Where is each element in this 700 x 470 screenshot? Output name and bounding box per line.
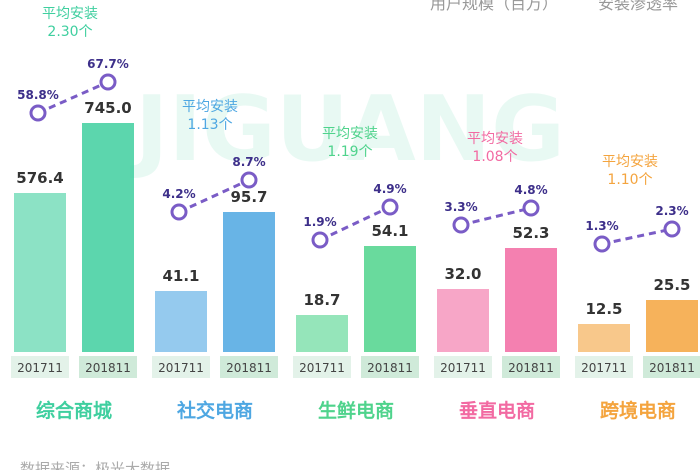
penetration-label: 8.7% — [232, 155, 265, 169]
penetration-label: 58.8% — [17, 88, 59, 102]
avg-install-value: 2.30个 — [47, 24, 92, 40]
avg-install-value: 1.13个 — [187, 117, 232, 133]
bar-value-label: 32.0 — [444, 265, 481, 283]
avg-install-label: 平均安装 — [182, 99, 238, 115]
bar — [646, 300, 698, 352]
bar-value-label: 576.4 — [16, 169, 63, 187]
penetration-point — [99, 73, 117, 91]
penetration-point — [381, 198, 399, 216]
x-tick-label: 201811 — [649, 361, 695, 375]
penetration-point — [311, 231, 329, 249]
penetration-label: 4.9% — [373, 182, 406, 196]
bar-value-label: 745.0 — [84, 99, 131, 117]
bar-value-label: 18.7 — [303, 291, 340, 309]
penetration-label: 4.2% — [162, 187, 195, 201]
bar — [505, 248, 557, 352]
avg-install-value: 1.10个 — [607, 172, 652, 188]
period-box — [361, 356, 419, 378]
watermark: JIGUANG — [129, 77, 565, 182]
penetration-point — [170, 203, 188, 221]
bar — [14, 193, 66, 352]
avg-install-label: 平均安装 — [322, 126, 378, 142]
bar — [155, 291, 207, 352]
x-tick-label: 201711 — [299, 361, 345, 375]
period-box — [643, 356, 700, 378]
penetration-label: 67.7% — [87, 57, 129, 71]
bar-value-label: 12.5 — [585, 300, 622, 318]
avg-install-label: 平均安装 — [602, 154, 658, 170]
bar-value-label: 41.1 — [162, 267, 199, 285]
x-tick-label: 201811 — [226, 361, 272, 375]
bar-value-label: 25.5 — [653, 276, 690, 294]
x-tick-label: 201711 — [440, 361, 486, 375]
legend-users: 用户规模（百万） — [430, 0, 551, 13]
penetration-label: 2.3% — [655, 204, 688, 218]
bar — [296, 315, 348, 352]
category-label: 社交电商 — [176, 399, 253, 422]
x-tick-label: 201711 — [158, 361, 204, 375]
period-box — [152, 356, 210, 378]
x-tick-label: 201711 — [581, 361, 627, 375]
penetration-label: 1.3% — [585, 219, 618, 233]
period-box — [575, 356, 633, 378]
bar — [223, 212, 275, 352]
x-tick-label: 201811 — [85, 361, 131, 375]
bar — [82, 123, 134, 352]
avg-install-label: 平均安装 — [42, 6, 98, 22]
penetration-line — [319, 205, 391, 242]
avg-install-value: 1.19个 — [327, 144, 372, 160]
source-note: 数据来源：极光大数据 — [20, 460, 171, 470]
bar-value-label: 54.1 — [371, 222, 408, 240]
penetration-label: 3.3% — [444, 200, 477, 214]
bar-value-label: 52.3 — [512, 224, 549, 242]
penetration-line — [37, 80, 109, 115]
bar — [578, 324, 630, 352]
period-box — [502, 356, 560, 378]
legend: 用户规模（百万） 安装渗透率 — [430, 0, 678, 14]
period-box — [79, 356, 137, 378]
penetration-point — [29, 104, 47, 122]
period-box — [293, 356, 351, 378]
penetration-point — [663, 220, 681, 238]
x-tick-label: 201711 — [17, 361, 63, 375]
avg-install-label: 平均安装 — [467, 131, 523, 147]
penetration-label: 4.8% — [514, 183, 547, 197]
avg-install-value: 1.08个 — [472, 149, 517, 165]
penetration-point — [452, 216, 470, 234]
period-box — [220, 356, 278, 378]
bar — [437, 289, 489, 352]
category-label: 垂直电商 — [459, 399, 535, 422]
legend-penetration: 安装渗透率 — [598, 0, 679, 13]
bar-value-label: 95.7 — [230, 188, 267, 206]
category-label: 综合商城 — [36, 399, 112, 422]
x-tick-label: 201811 — [508, 361, 554, 375]
penetration-point — [522, 199, 540, 217]
category-label: 跨境电商 — [600, 399, 676, 422]
penetration-line — [178, 178, 250, 214]
category-label: 生鲜电商 — [318, 399, 394, 422]
penetration-point — [240, 171, 258, 189]
penetration-line — [460, 206, 532, 227]
period-box — [11, 356, 69, 378]
penetration-point — [593, 235, 611, 253]
period-box — [434, 356, 492, 378]
penetration-label: 1.9% — [303, 215, 336, 229]
bar — [364, 246, 416, 352]
x-tick-label: 201811 — [367, 361, 413, 375]
